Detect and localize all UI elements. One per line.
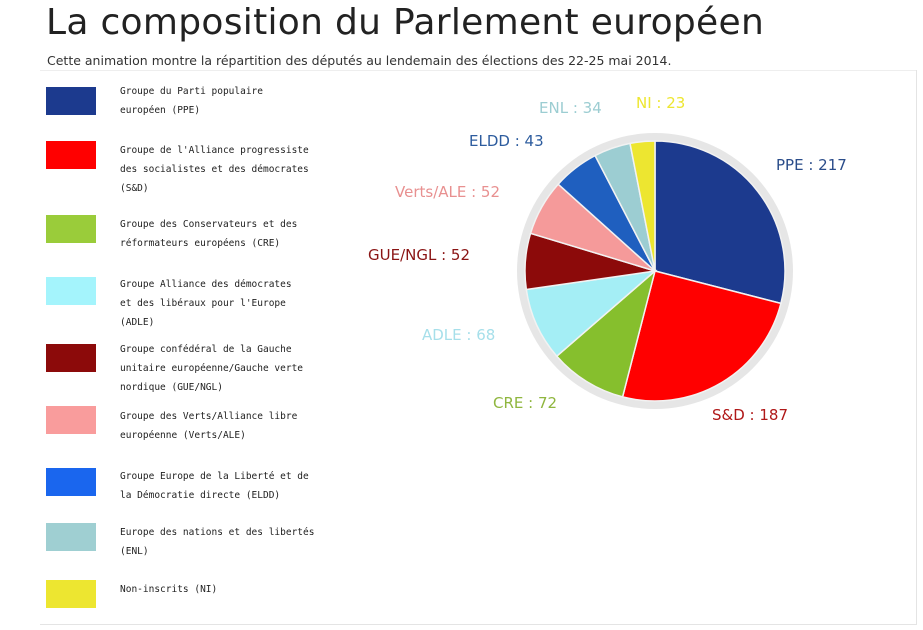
legend-swatch-verts-ale xyxy=(46,406,96,434)
legend-swatch-ppe xyxy=(46,87,96,115)
page-title: La composition du Parlement européen xyxy=(46,2,765,43)
legend-label-gue-ngl: Groupe confédéral de la Gauche unitaire … xyxy=(120,344,304,393)
slice-label-ni: NI : 23 xyxy=(636,94,685,112)
slice-label-gue-ngl: GUE/NGL : 52 xyxy=(368,246,470,264)
slice-label-adle: ADLE : 68 xyxy=(422,326,495,344)
legend-label-adle: Groupe Alliance des démocrates et des li… xyxy=(120,279,292,328)
frame-right-line xyxy=(916,70,917,625)
legend-label-cre: Groupe des Conservateurs et des réformat… xyxy=(120,219,298,249)
page-subtitle: Cette animation montre la répartition de… xyxy=(47,53,672,68)
legend-swatch-sd xyxy=(46,141,96,169)
legend: Groupe du Parti populaire européen (PPE)… xyxy=(46,0,326,630)
legend-label-ppe: Groupe du Parti populaire européen (PPE) xyxy=(120,86,263,116)
slice-label-sd: S&D : 187 xyxy=(712,406,788,424)
legend-swatch-enl xyxy=(46,523,96,551)
legend-label-ni: Non-inscrits (NI) xyxy=(120,584,218,595)
pie-slices xyxy=(524,140,786,402)
legend-label-enl: Europe des nations et des libertés (ENL) xyxy=(120,527,315,557)
legend-label-sd: Groupe de l'Alliance progressiste des so… xyxy=(120,145,309,194)
slice-label-ppe: PPE : 217 xyxy=(776,156,847,174)
frame-bottom-line xyxy=(40,624,917,625)
legend-swatch-eldd xyxy=(46,468,96,496)
pie-slice-cre xyxy=(555,268,657,398)
legend-label-eldd: Groupe Europe de la Liberté et de la Dém… xyxy=(120,471,309,501)
legend-swatch-ni xyxy=(46,580,96,608)
slice-label-eldd: ELDD : 43 xyxy=(469,132,544,150)
legend-swatch-cre xyxy=(46,215,96,243)
slice-label-verts-ale: Verts/ALE : 52 xyxy=(395,183,500,201)
pie-slice-s-d xyxy=(621,270,782,402)
legend-swatch-gue-ngl xyxy=(46,344,96,372)
legend-swatch-adle xyxy=(46,277,96,305)
pie-labels: PPE : 217 S&D : 187 CRE : 72 ADLE : 68 G… xyxy=(368,94,847,424)
pie-slice-ppe xyxy=(654,140,786,305)
slice-label-enl: ENL : 34 xyxy=(539,99,602,117)
slice-label-cre: CRE : 72 xyxy=(493,394,557,412)
frame-top-line xyxy=(40,70,917,71)
pie-slice-ni xyxy=(629,140,656,272)
legend-label-verts-ale: Groupe des Verts/Alliance libre européen… xyxy=(120,411,298,441)
